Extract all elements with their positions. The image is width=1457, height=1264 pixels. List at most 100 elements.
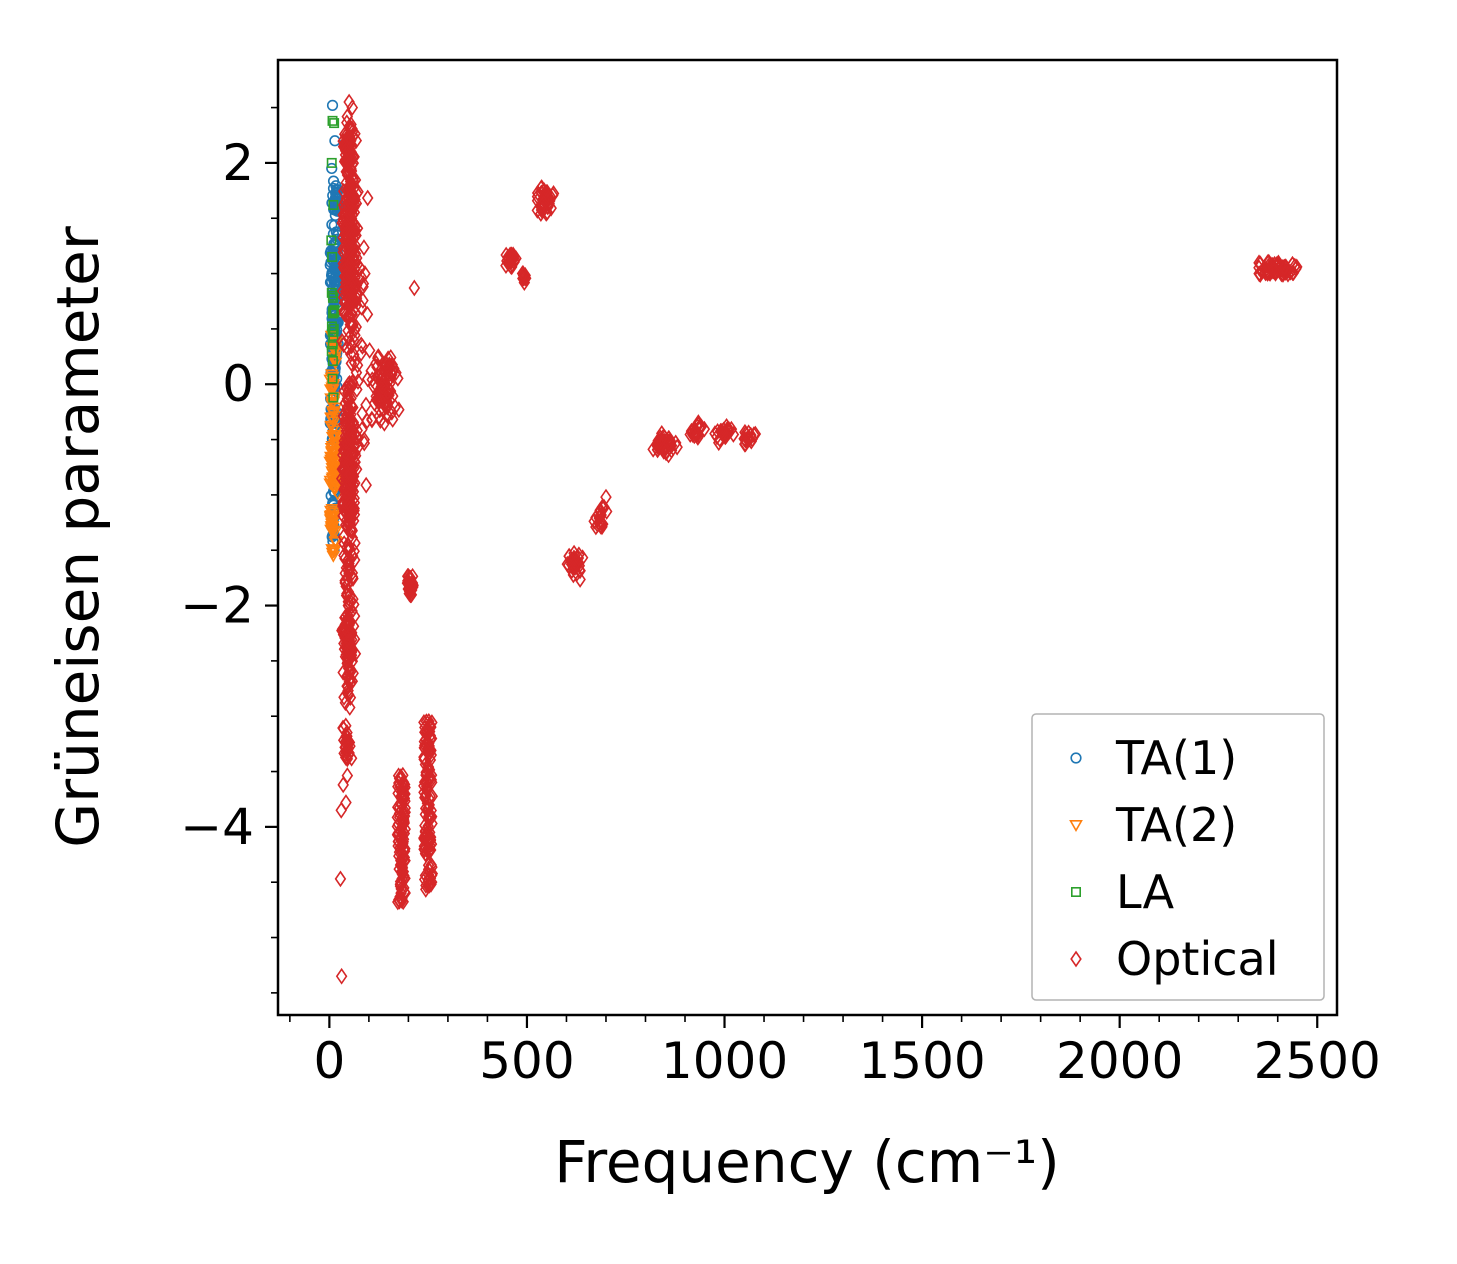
marker-diamond [349,474,361,492]
marker-triangle-down [328,456,343,469]
axis-tick-labels: 0 500 1000 1500 2000 2500 −4 −2 0 2 [180,134,1381,1090]
marker-diamond [360,476,372,494]
marker-diamond [517,265,529,282]
marker-square [328,323,339,334]
marker-diamond [357,278,369,296]
marker-square [326,235,337,246]
marker-diamond [421,779,433,797]
marker-diamond [420,713,433,731]
marker-circle [1070,752,1082,764]
marker-diamond [691,426,703,444]
marker-diamond [393,892,406,910]
marker-diamond [396,849,408,867]
marker-square [329,118,340,129]
marker-diamond [535,205,547,223]
marker-diamond [1272,254,1285,272]
marker-diamond [716,422,728,440]
marker-diamond [345,337,358,355]
marker-diamond [342,466,355,484]
marker-diamond [600,488,612,506]
marker-diamond [1274,257,1287,275]
marker-diamond [393,860,405,878]
marker-diamond [567,559,580,577]
marker-diamond [426,815,438,832]
marker-diamond [348,542,360,560]
marker-triangle-down [327,545,342,558]
marker-diamond [531,184,544,202]
legend-entry: TA(2) [1069,798,1237,852]
marker-diamond [727,426,740,443]
marker-diamond [418,748,430,766]
marker-square [327,115,338,126]
marker-diamond [660,438,673,456]
marker-diamond [393,799,406,817]
marker-diamond [693,419,706,437]
marker-diamond [366,411,378,429]
marker-diamond [500,246,512,264]
marker-diamond [341,339,353,357]
x-tick-label: 500 [479,1032,574,1090]
marker-square [327,308,338,319]
marker-diamond [396,857,408,875]
marker-diamond [596,515,609,533]
marker-square [326,157,337,168]
marker-diamond [334,870,347,888]
marker-diamond [346,99,359,116]
x-axis-label: Frequency (cm⁻¹) [554,1128,1060,1196]
marker-diamond [350,429,363,447]
marker-diamond [381,407,394,425]
marker-diamond [342,593,355,611]
marker-diamond [350,195,363,212]
x-tick-label: 1500 [858,1032,985,1090]
marker-diamond [662,434,675,452]
marker-diamond [1287,264,1300,282]
plot-border [276,58,1339,1017]
marker-diamond [342,157,354,175]
marker-diamond [343,633,356,651]
marker-diamond [419,805,432,823]
marker-diamond [749,425,762,443]
legend-entry: LA [1071,865,1175,919]
marker-triangle-down [325,399,340,412]
x-tick-label: 2500 [1254,1032,1381,1090]
marker-diamond [351,381,363,398]
marker-diamond [392,893,404,911]
marker-diamond [346,398,359,416]
marker-diamond [339,221,351,239]
legend: TA(1) TA(2) LA Optical [1031,713,1325,1001]
marker-diamond [422,758,435,776]
marker-diamond [508,251,521,269]
marker-square [327,326,338,337]
marker-diamond [406,574,419,592]
marker-diamond [361,305,374,323]
marker-diamond [360,396,372,414]
marker-diamond [358,431,370,448]
marker-diamond [392,827,404,844]
marker-diamond [346,305,358,323]
marker-diamond [346,238,359,256]
marker-diamond [344,205,356,223]
marker-diamond [339,151,352,169]
marker-diamond [357,292,369,309]
x-tick-label: 2000 [1056,1032,1183,1090]
marker-diamond [346,564,359,582]
marker-diamond [346,177,359,195]
marker-diamond [348,203,361,221]
marker-diamond [344,475,356,492]
marker-diamond [341,166,354,184]
marker-diamond [339,694,352,712]
marker-diamond [377,401,390,419]
marker-diamond [647,440,659,458]
marker-diamond [420,880,432,898]
marker-diamond [384,349,397,366]
marker-diamond [419,756,432,773]
marker-diamond [420,724,433,741]
marker-diamond [351,356,364,374]
marker-diamond [342,268,354,286]
marker-diamond [337,731,350,749]
marker-diamond [351,422,364,439]
marker-diamond [504,246,516,264]
marker-diamond [349,534,361,552]
legend-label: Optical [1116,932,1278,986]
